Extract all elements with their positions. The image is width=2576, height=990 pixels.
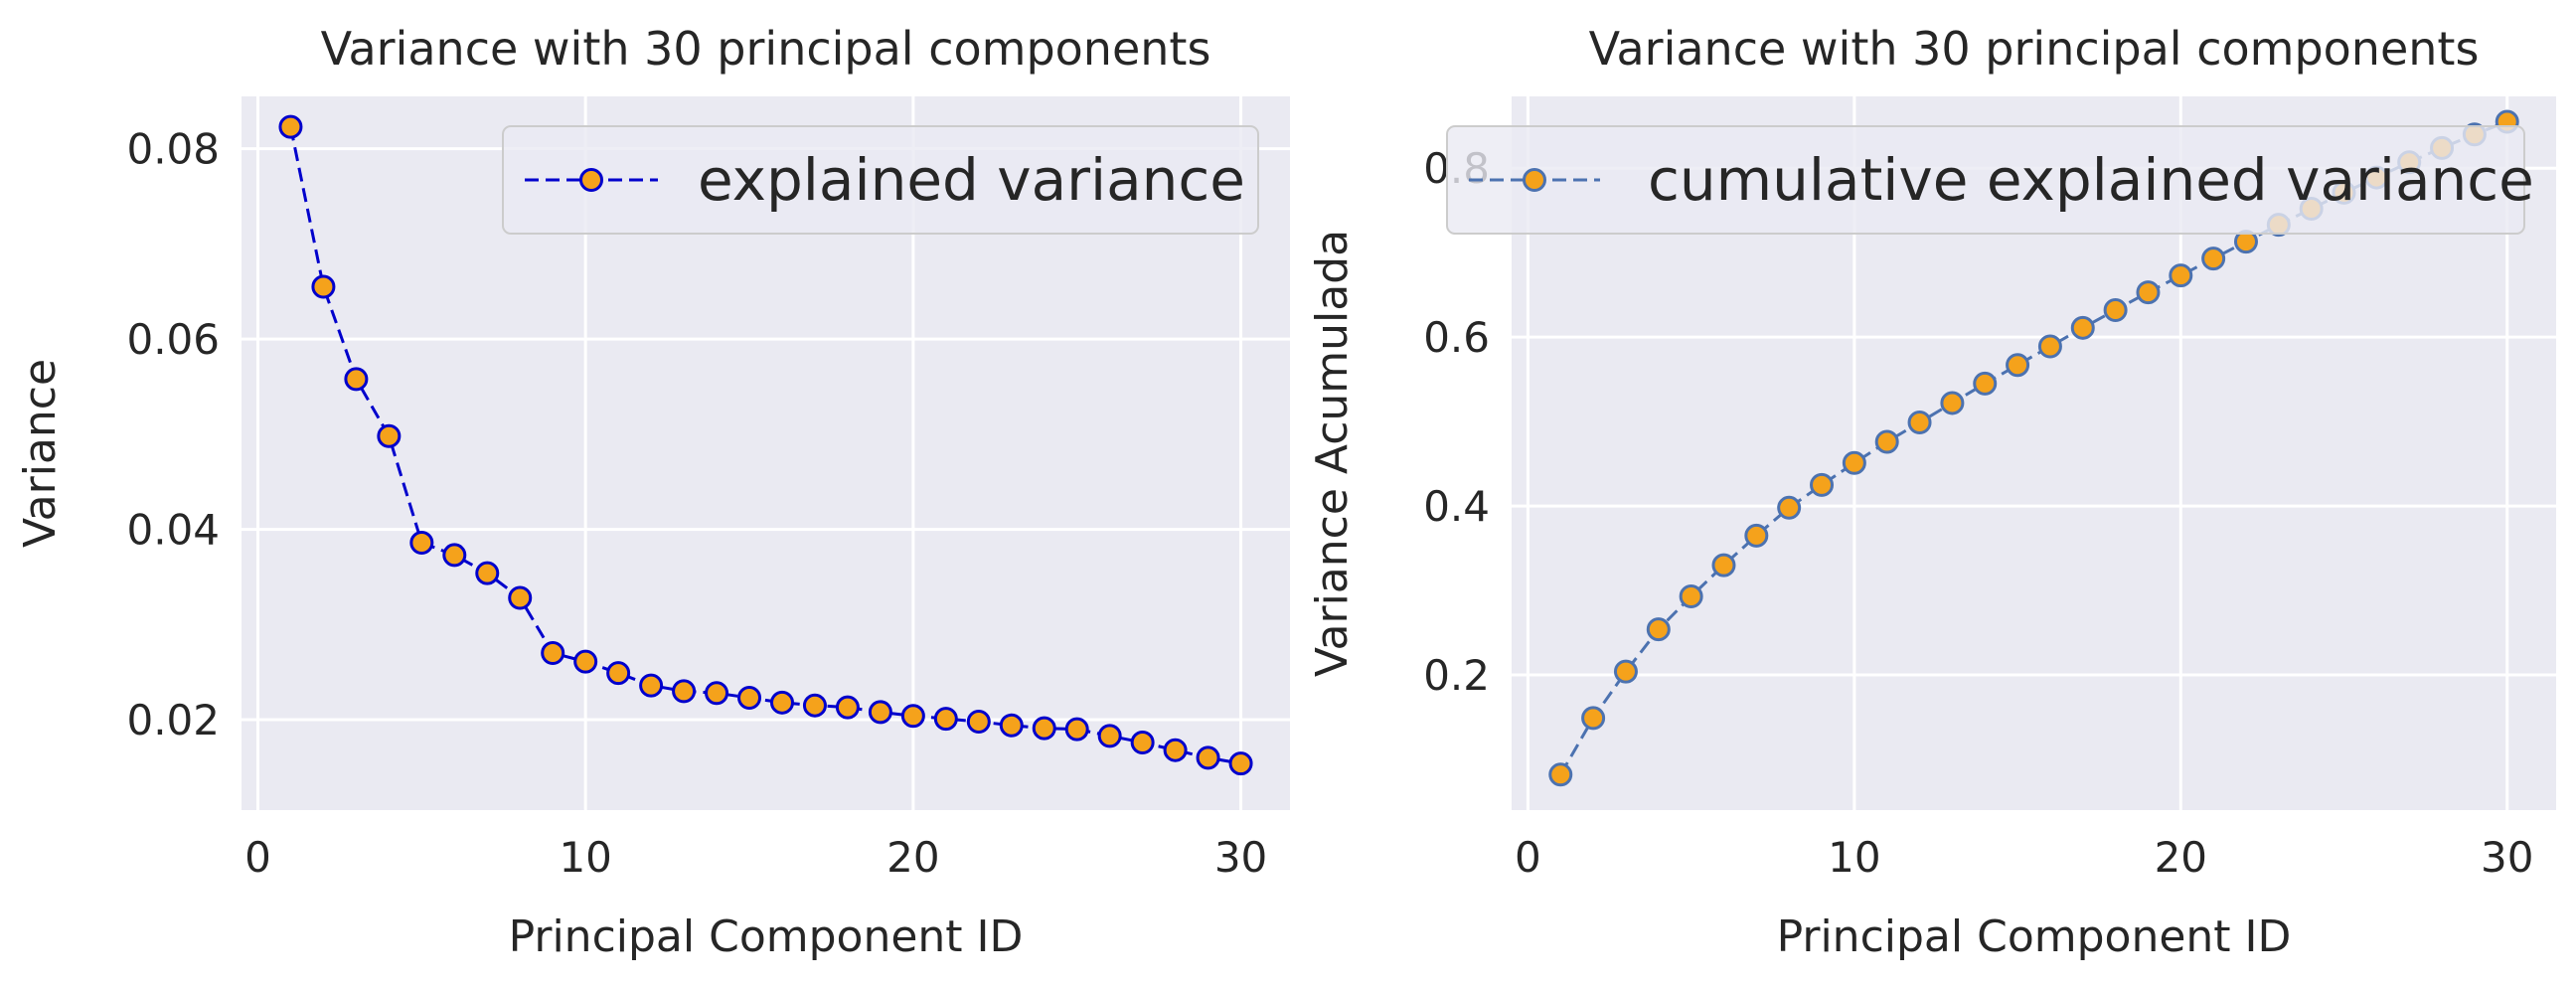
data-point	[1581, 706, 1606, 731]
data-point	[1842, 450, 1866, 475]
data-point	[1548, 762, 1573, 787]
data-point	[2169, 263, 2193, 288]
data-point	[835, 695, 860, 720]
chart-title: Variance with 30 principal components	[1589, 22, 2480, 76]
data-point	[573, 649, 598, 674]
legend-marker-sample	[1523, 168, 1546, 192]
data-point	[1907, 410, 1932, 434]
data-point	[802, 693, 827, 718]
data-point	[475, 561, 500, 585]
data-point	[541, 641, 565, 666]
legend: cumulative explained variance	[1446, 125, 2534, 235]
y-axis-label: Variance	[15, 359, 66, 548]
data-point	[1810, 472, 1835, 497]
y-tick-label: 0.6	[1423, 313, 1490, 362]
y-axis-label: Variance Acumulada	[1307, 230, 1358, 677]
y-tick-label: 0.4	[1423, 482, 1490, 531]
data-point	[1777, 495, 1802, 520]
data-point	[1874, 429, 1899, 454]
x-tick-label: 0	[1515, 833, 1541, 882]
y-tick-label: 0.2	[1423, 651, 1490, 700]
data-point	[311, 274, 336, 299]
data-point	[2037, 334, 2062, 359]
data-point	[672, 679, 697, 704]
data-point	[1973, 371, 1998, 396]
data-point	[900, 704, 925, 729]
x-axis-label: Principal Component ID	[1777, 911, 2292, 962]
x-tick-label: 30	[2481, 833, 2533, 882]
data-point	[769, 690, 794, 715]
x-tick-label: 0	[244, 833, 271, 882]
data-point	[705, 681, 729, 706]
legend-label: cumulative explained variance	[1648, 146, 2534, 214]
y-tick-label: 0.06	[126, 315, 220, 364]
data-point	[868, 700, 892, 725]
x-axis-label: Principal Component ID	[509, 911, 1024, 962]
y-tick-label: 0.08	[126, 125, 220, 174]
legend-marker-sample	[579, 168, 603, 192]
x-tick-label: 20	[886, 833, 939, 882]
y-tick-label: 0.04	[126, 506, 220, 555]
data-point	[1097, 724, 1122, 748]
data-point	[1711, 553, 1736, 578]
data-point	[2006, 353, 2030, 378]
legend-box	[502, 125, 1259, 235]
x-tick-label: 30	[1214, 833, 1267, 882]
data-point	[1679, 584, 1703, 609]
data-point	[2201, 247, 2226, 271]
legend: explained variance	[502, 125, 1259, 235]
data-point	[1646, 617, 1671, 642]
x-tick-label: 20	[2155, 833, 2207, 882]
data-point	[966, 709, 991, 734]
data-point	[1940, 391, 1965, 415]
data-point	[377, 423, 402, 448]
y-tick-label: 0.02	[126, 696, 220, 744]
x-tick-label: 10	[1828, 833, 1880, 882]
data-point	[606, 661, 631, 686]
data-point	[2103, 297, 2128, 322]
data-point	[933, 707, 958, 732]
data-point	[442, 543, 467, 568]
data-point	[1744, 523, 1769, 548]
data-point	[737, 686, 762, 711]
data-point	[508, 585, 533, 610]
chart-panel-1: 0 10 20 30 0.02 0.04 0.06 0.08 Principal Compone…	[15, 22, 1290, 962]
data-point	[1163, 738, 1188, 762]
data-point	[1613, 659, 1638, 684]
data-point	[999, 713, 1024, 738]
x-tick-label: 10	[559, 833, 611, 882]
data-point	[2136, 280, 2161, 305]
data-point	[344, 367, 369, 392]
data-point	[639, 673, 664, 698]
data-point	[1130, 731, 1155, 755]
legend-label: explained variance	[698, 146, 1245, 214]
legend-box	[1446, 125, 2525, 235]
data-point	[1196, 745, 1220, 770]
data-point	[409, 530, 434, 555]
data-point	[1032, 716, 1056, 741]
data-point	[1064, 717, 1089, 742]
data-point	[1228, 751, 1253, 776]
data-point	[2070, 315, 2095, 340]
chart-title: Variance with 30 principal components	[321, 22, 1211, 76]
data-point	[278, 114, 303, 139]
